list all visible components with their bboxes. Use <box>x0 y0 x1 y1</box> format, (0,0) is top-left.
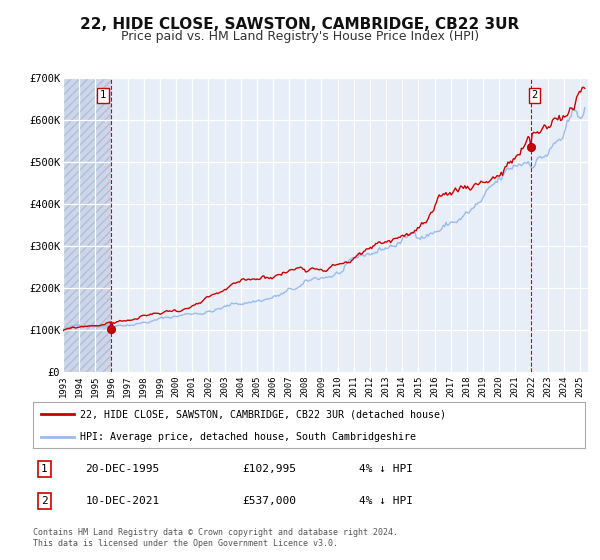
Text: Contains HM Land Registry data © Crown copyright and database right 2024.: Contains HM Land Registry data © Crown c… <box>33 528 398 537</box>
Text: £537,000: £537,000 <box>243 496 297 506</box>
Text: 10-DEC-2021: 10-DEC-2021 <box>85 496 160 506</box>
Text: 2: 2 <box>41 496 47 506</box>
Text: 22, HIDE CLOSE, SAWSTON, CAMBRIDGE, CB22 3UR: 22, HIDE CLOSE, SAWSTON, CAMBRIDGE, CB22… <box>80 17 520 32</box>
Text: Price paid vs. HM Land Registry's House Price Index (HPI): Price paid vs. HM Land Registry's House … <box>121 30 479 43</box>
Text: 2: 2 <box>532 90 538 100</box>
Text: £102,995: £102,995 <box>243 464 297 474</box>
Text: 4% ↓ HPI: 4% ↓ HPI <box>359 464 413 474</box>
Text: 1: 1 <box>100 90 106 100</box>
Text: 22, HIDE CLOSE, SAWSTON, CAMBRIDGE, CB22 3UR (detached house): 22, HIDE CLOSE, SAWSTON, CAMBRIDGE, CB22… <box>80 409 446 419</box>
Text: 20-DEC-1995: 20-DEC-1995 <box>85 464 160 474</box>
Text: 4% ↓ HPI: 4% ↓ HPI <box>359 496 413 506</box>
Bar <box>63 78 111 372</box>
Text: This data is licensed under the Open Government Licence v3.0.: This data is licensed under the Open Gov… <box>33 539 338 548</box>
Text: HPI: Average price, detached house, South Cambridgeshire: HPI: Average price, detached house, Sout… <box>80 432 416 441</box>
Text: 1: 1 <box>41 464 47 474</box>
